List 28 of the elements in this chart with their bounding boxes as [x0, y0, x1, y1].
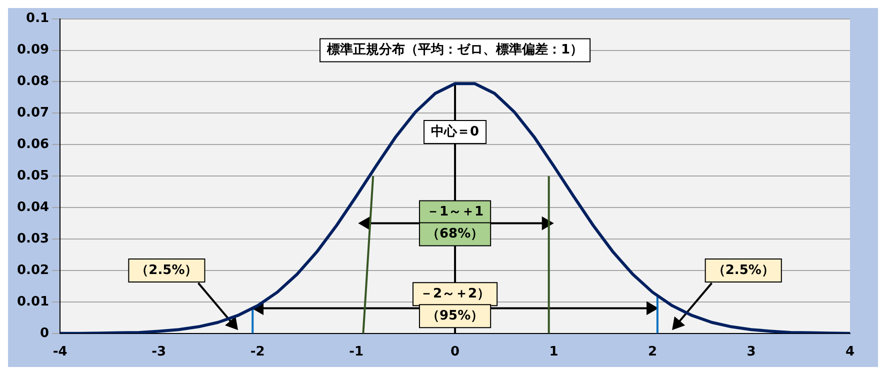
y-tick-label: 0.02	[16, 262, 50, 278]
annotation: －2～＋2）	[420, 286, 490, 302]
annotation: （95%）	[426, 308, 484, 324]
y-tick-label: 0.05	[16, 168, 50, 184]
y-tick-label: 0.04	[16, 200, 50, 215]
x-tick-label: -1	[349, 344, 364, 360]
x-tick-label: -2	[250, 344, 265, 360]
y-tick-label: 0.08	[16, 74, 50, 90]
y-tick-label: 0.07	[16, 106, 50, 121]
x-tick-label: 0	[450, 344, 460, 360]
annotation: 中心＝0	[431, 123, 480, 140]
y-tick-label: 0.06	[16, 137, 50, 152]
y-tick-label: 0.01	[16, 294, 50, 310]
annotation: （2.5%）	[136, 262, 198, 278]
x-tick-label: 4	[845, 344, 855, 360]
annotation: （2.5%）	[712, 262, 774, 278]
x-tick-label: 2	[648, 344, 658, 360]
x-tick-label: 3	[746, 344, 756, 360]
y-tick-label: 0.1	[26, 11, 50, 26]
y-tick-label: 0	[40, 326, 50, 341]
x-tick-label: -3	[152, 344, 166, 360]
y-tick-label: 0.09	[16, 42, 50, 58]
y-tick-label: 0.03	[16, 231, 50, 246]
annotation: －1～＋1	[426, 204, 484, 220]
x-tick-label: 1	[549, 344, 558, 360]
x-tick-label: -4	[52, 344, 68, 360]
text: 標準正規分布（平均：ゼロ、標準偏差：1）	[326, 42, 584, 58]
annotation: （68%）	[426, 226, 484, 242]
